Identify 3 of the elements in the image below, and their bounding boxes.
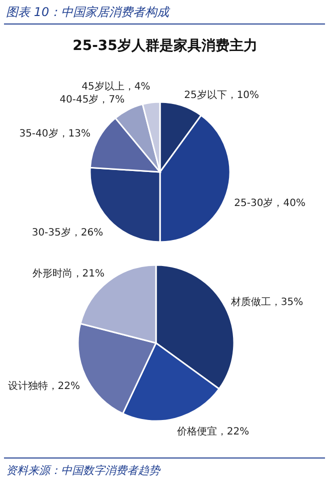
chart-subtitle: 25-35岁人群是家具消费主力: [72, 37, 258, 54]
chart-title: 图表 10：中国家居消费者构成: [6, 5, 172, 19]
text: 资料来源：中国数字消费者趋势: [6, 464, 161, 477]
